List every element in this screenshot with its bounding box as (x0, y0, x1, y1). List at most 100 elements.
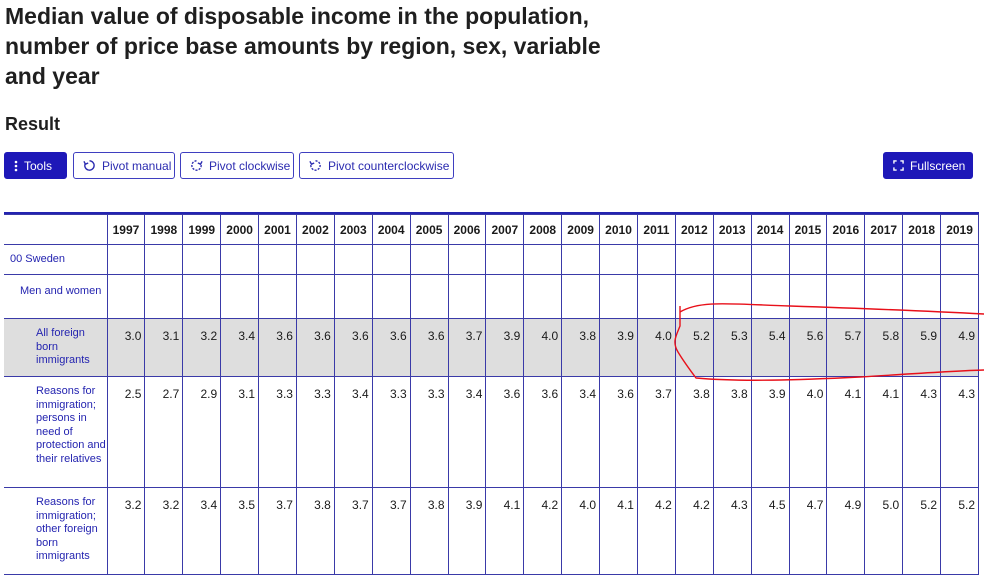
empty-cell (182, 244, 222, 275)
sex-label: Men and women (20, 285, 102, 297)
year-header: 2015 (788, 214, 828, 245)
empty-cell (447, 244, 487, 275)
year-header: 2007 (485, 214, 525, 245)
empty-cell (409, 274, 449, 319)
value-cell: 5.8 (864, 318, 904, 377)
value-cell: 3.1 (144, 318, 184, 377)
data-table-container[interactable]: 1997 1998 1999 2000 2001 2002 2003 2004 2005 2006… (4, 212, 979, 576)
value-cell: 5.0 (864, 487, 904, 575)
empty-cell (333, 244, 373, 275)
year-header: 2010 (599, 214, 638, 245)
empty-cell (674, 274, 714, 319)
fullscreen-button[interactable]: Fullscreen (883, 152, 973, 179)
row-label: All foreign born immigrants (36, 327, 90, 366)
rotate-clockwise-icon (191, 160, 203, 171)
value-cell: 3.6 (371, 318, 411, 377)
value-cell: 3.4 (333, 376, 373, 488)
year-header: 2017 (864, 214, 904, 245)
value-cell: 5.4 (750, 318, 790, 377)
value-cell: 5.3 (712, 318, 752, 377)
row-label: Reasons for immigration; other foreign b… (36, 496, 98, 562)
empty-cell (561, 244, 601, 275)
year-header: 2006 (447, 214, 487, 245)
empty-cell (712, 274, 752, 319)
value-cell: 3.7 (636, 376, 676, 488)
value-cell: 5.2 (940, 487, 979, 575)
value-cell: 4.0 (636, 318, 676, 377)
value-cell: 3.9 (750, 376, 790, 488)
empty-cell (826, 244, 866, 275)
value-cell: 3.3 (258, 376, 297, 488)
empty-cell (636, 244, 676, 275)
value-cell: 3.1 (220, 376, 260, 488)
value-cell: 5.2 (902, 487, 942, 575)
result-heading: Result (5, 114, 61, 134)
empty-cell (523, 244, 563, 275)
empty-cell (106, 244, 146, 275)
value-cell: 4.5 (750, 487, 790, 575)
empty-cell (599, 244, 638, 275)
region-label: 00 Sweden (10, 253, 66, 265)
value-cell: 4.2 (523, 487, 563, 575)
empty-cell (333, 274, 373, 319)
year-header: 2019 (940, 214, 979, 245)
empty-cell (485, 244, 525, 275)
pivot-counterclockwise-label: Pivot counterclockwise (328, 158, 450, 173)
value-cell: 5.2 (674, 318, 714, 377)
empty-cell (258, 244, 297, 275)
pivot-manual-button[interactable]: Pivot manual (73, 152, 175, 179)
year-header: 2001 (258, 214, 297, 245)
empty-cell (182, 274, 222, 319)
empty-cell (523, 274, 563, 319)
value-cell: 3.6 (485, 376, 525, 488)
value-cell: 3.8 (561, 318, 601, 377)
empty-cell (750, 244, 790, 275)
empty-cell (902, 274, 942, 319)
year-header: 2005 (409, 214, 449, 245)
empty-cell (712, 244, 752, 275)
value-cell: 3.6 (599, 376, 638, 488)
value-cell: 3.6 (333, 318, 373, 377)
empty-cell (258, 274, 297, 319)
year-header-row: 1997 1998 1999 2000 2001 2002 2003 2004 2005 2006… (4, 214, 979, 245)
value-cell: 3.8 (295, 487, 335, 575)
year-header: 2014 (750, 214, 790, 245)
more-vertical-icon (14, 160, 18, 171)
value-cell: 3.4 (220, 318, 260, 377)
year-header: 2013 (712, 214, 752, 245)
value-cell: 4.9 (826, 487, 866, 575)
value-cell: 3.6 (258, 318, 297, 377)
empty-cell (106, 274, 146, 319)
page-title: Median value of disposable income in the… (5, 3, 601, 89)
empty-cell (788, 244, 828, 275)
value-cell: 2.5 (106, 376, 146, 488)
year-header: 2008 (523, 214, 563, 245)
row-label-cell: Reasons for immigration; persons in need… (4, 376, 108, 488)
tools-button[interactable]: Tools (4, 152, 67, 179)
pivot-counterclockwise-button[interactable]: Pivot counterclockwise (299, 152, 454, 179)
value-cell: 3.6 (523, 376, 563, 488)
empty-cell (144, 244, 184, 275)
empty-cell (485, 274, 525, 319)
pivot-manual-label: Pivot manual (102, 158, 172, 173)
value-cell: 2.7 (144, 376, 184, 488)
year-header: 2011 (636, 214, 676, 245)
region-label-cell: 00 Sweden (4, 244, 108, 275)
year-header: 2000 (220, 214, 260, 245)
value-cell: 4.1 (864, 376, 904, 488)
value-cell: 3.4 (561, 376, 601, 488)
corner-cell (4, 214, 108, 245)
row-label-cell: All foreign born immigrants (4, 318, 108, 377)
value-cell: 4.1 (826, 376, 866, 488)
pivot-clockwise-button[interactable]: Pivot clockwise (180, 152, 294, 179)
year-header: 2009 (561, 214, 601, 245)
empty-cell (561, 274, 601, 319)
value-cell: 3.6 (409, 318, 449, 377)
value-cell: 4.3 (902, 376, 942, 488)
value-cell: 4.1 (485, 487, 525, 575)
value-cell: 3.8 (712, 376, 752, 488)
rotate-icon (83, 160, 95, 171)
row-label: Reasons for immigration; persons in need… (36, 385, 106, 465)
year-header: 1997 (106, 214, 146, 245)
value-cell: 4.1 (599, 487, 638, 575)
